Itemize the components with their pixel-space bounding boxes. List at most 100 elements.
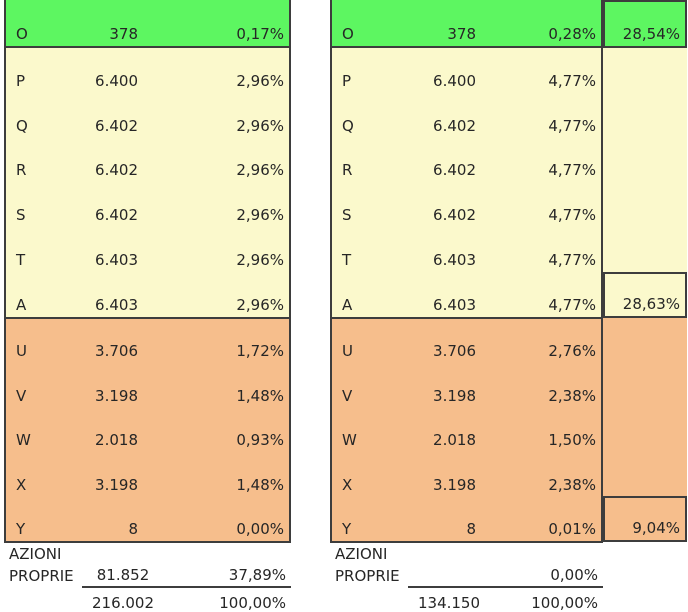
subtotal-pct: 9,04% — [632, 519, 680, 537]
treasury-shares-value: 81.852 — [96, 566, 150, 584]
row-pct: 0,17% — [236, 25, 284, 43]
row-label: V — [16, 386, 27, 405]
left-yellow-section: P 6.400 2,96% Q 6.402 2,96% R 6.402 2,96… — [4, 46, 291, 319]
right-orange-section: U 3.706 2,76% V 3.198 2,38% W 2.018 1,50… — [330, 317, 603, 543]
row-value: 6.402 — [433, 116, 476, 135]
table-row: R 6.402 2,96% — [6, 138, 289, 183]
row-label: O — [342, 25, 354, 43]
row-value: 2.018 — [95, 431, 138, 450]
green-group-subtotal: 28,54% — [603, 0, 687, 48]
row-value: 6.402 — [433, 206, 476, 225]
row-value: 3.198 — [433, 386, 476, 405]
left-green-section: O 378 0,17% — [4, 0, 291, 48]
row-value: 6.400 — [433, 71, 476, 90]
treasury-shares-pct: 0,00% — [550, 566, 598, 584]
row-label: W — [16, 431, 31, 450]
row-label: X — [342, 475, 353, 494]
total-value: 216.002 — [91, 594, 155, 612]
row-pct: 0,28% — [548, 25, 596, 43]
proprie-label: PROPRIE — [335, 567, 400, 585]
row-label: Q — [16, 116, 28, 135]
row-pct: 2,96% — [236, 71, 284, 90]
row-label: U — [16, 342, 27, 361]
table-row: T 6.403 2,96% — [6, 227, 289, 272]
table-row: U 3.706 1,72% — [6, 319, 289, 363]
row-pct: 4,77% — [548, 251, 596, 270]
table-row: P 6.400 4,77% — [332, 48, 601, 93]
right-yellow-section: P 6.400 4,77% Q 6.402 4,77% R 6.402 4,77… — [330, 46, 603, 319]
table-row: T 6.403 4,77% — [332, 227, 601, 272]
row-label: A — [342, 295, 353, 314]
row-label: Y — [342, 520, 352, 539]
azioni-label: AZIONI — [9, 545, 62, 563]
table-row: V 3.198 1,48% — [6, 363, 289, 407]
row-label: R — [342, 161, 353, 180]
row-label: R — [16, 161, 27, 180]
row-value: 8 — [466, 520, 476, 539]
azioni-label: AZIONI — [335, 545, 388, 563]
right-green-section: O 378 0,28% — [330, 0, 603, 48]
row-value: 8 — [128, 520, 138, 539]
row-pct: 2,38% — [548, 386, 596, 405]
row-value: 6.403 — [95, 295, 138, 314]
left-orange-section: U 3.706 1,72% V 3.198 1,48% W 2.018 0,93… — [4, 317, 291, 543]
table-row: Q 6.402 2,96% — [6, 93, 289, 138]
treasury-shares-pct: 37,89% — [228, 566, 286, 584]
row-label: P — [16, 71, 26, 90]
row-pct: 2,96% — [236, 161, 284, 180]
table-row: O 378 0,17% — [6, 0, 289, 46]
row-pct: 1,50% — [548, 431, 596, 450]
row-value: 2.018 — [433, 431, 476, 450]
table-row: X 3.198 2,38% — [332, 452, 601, 496]
row-pct: 0,93% — [236, 431, 284, 450]
row-pct: 4,77% — [548, 206, 596, 225]
row-label: T — [16, 251, 26, 270]
row-value: 3.198 — [433, 475, 476, 494]
row-pct: 2,76% — [548, 342, 596, 361]
table-row: W 2.018 0,93% — [6, 408, 289, 452]
row-pct: 2,96% — [236, 251, 284, 270]
row-value: 378 — [447, 25, 476, 43]
table-row: U 3.706 2,76% — [332, 319, 601, 363]
row-value: 6.403 — [95, 251, 138, 270]
left-table: O 378 0,17% P 6.400 2,96% Q 6.402 2,96% … — [4, 0, 291, 612]
table-row: P 6.400 2,96% — [6, 48, 289, 93]
row-value: 378 — [109, 25, 138, 43]
row-label: S — [16, 206, 26, 225]
row-label: W — [342, 431, 357, 450]
yellow-group-subtotal: 28,63% — [603, 272, 687, 318]
row-value: 6.403 — [433, 295, 476, 314]
row-pct: 1,48% — [236, 386, 284, 405]
row-value: 6.402 — [433, 161, 476, 180]
row-label: Q — [342, 116, 354, 135]
right-table: O 378 0,28% P 6.400 4,77% Q 6.402 4,77% … — [330, 0, 603, 612]
row-label: S — [342, 206, 352, 225]
table-row: Q 6.402 4,77% — [332, 93, 601, 138]
row-label: O — [16, 25, 28, 43]
total-value: 134.150 — [417, 594, 481, 612]
left-treasury-shares-footer: AZIONI PROPRIE 81.852 37,89% 216.002 100… — [4, 543, 291, 612]
table-row: W 2.018 1,50% — [332, 408, 601, 452]
row-value: 3.198 — [95, 475, 138, 494]
row-pct: 4,77% — [548, 71, 596, 90]
orange-group-subtotal: 9,04% — [603, 496, 687, 542]
treasury-shares-line: 81.852 37,89% — [82, 563, 291, 588]
total-pct: 100,00% — [531, 594, 598, 612]
row-value: 3.198 — [95, 386, 138, 405]
proprie-label: PROPRIE — [9, 567, 74, 585]
group-subtotal-column: 28,54% 28,63% 9,04% — [603, 0, 687, 543]
table-row: R 6.402 4,77% — [332, 138, 601, 183]
treasury-shares-line: 0,00% — [408, 563, 603, 588]
row-pct: 4,77% — [548, 295, 596, 314]
table-row: X 3.198 1,48% — [6, 452, 289, 496]
row-value: 3.706 — [95, 342, 138, 361]
table-row: A 6.403 4,77% — [332, 272, 601, 317]
row-label: Y — [16, 520, 26, 539]
subtotal-pct: 28,54% — [622, 25, 680, 43]
row-pct: 4,77% — [548, 116, 596, 135]
row-label: V — [342, 386, 353, 405]
subtotal-pct: 28,63% — [622, 295, 680, 313]
row-label: U — [342, 342, 353, 361]
row-pct: 2,96% — [236, 295, 284, 314]
